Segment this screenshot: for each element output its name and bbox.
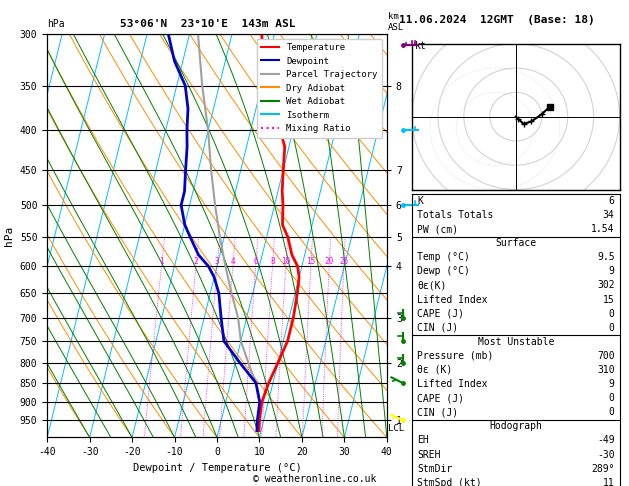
Text: LCL: LCL — [388, 424, 404, 434]
Text: StmDir: StmDir — [417, 464, 452, 474]
Text: 9.5: 9.5 — [597, 252, 615, 262]
Text: θε(K): θε(K) — [417, 280, 447, 291]
Text: 9: 9 — [609, 266, 615, 277]
Text: Dewp (°C): Dewp (°C) — [417, 266, 470, 277]
Text: 10: 10 — [281, 257, 291, 266]
Text: 0: 0 — [609, 393, 615, 403]
Text: Lifted Index: Lifted Index — [417, 295, 487, 305]
Text: Pressure (mb): Pressure (mb) — [417, 351, 493, 361]
Text: K: K — [417, 196, 423, 206]
Text: 310: 310 — [597, 365, 615, 375]
Text: 2: 2 — [194, 257, 198, 266]
Text: 8: 8 — [270, 257, 275, 266]
Text: 15: 15 — [603, 295, 615, 305]
Text: PW (cm): PW (cm) — [417, 224, 458, 234]
Text: 53°06'N  23°10'E  143m ASL: 53°06'N 23°10'E 143m ASL — [120, 19, 295, 29]
Text: -30: -30 — [597, 450, 615, 460]
Text: 6: 6 — [253, 257, 258, 266]
Text: © weatheronline.co.uk: © weatheronline.co.uk — [253, 473, 376, 484]
Text: hPa: hPa — [47, 19, 65, 29]
Text: 15: 15 — [306, 257, 316, 266]
Text: Most Unstable: Most Unstable — [477, 337, 554, 347]
Text: 6: 6 — [609, 196, 615, 206]
Y-axis label: hPa: hPa — [4, 226, 14, 246]
Text: SREH: SREH — [417, 450, 440, 460]
Text: 1.54: 1.54 — [591, 224, 615, 234]
Text: 9: 9 — [609, 379, 615, 389]
Text: 11.06.2024  12GMT  (Base: 18): 11.06.2024 12GMT (Base: 18) — [399, 15, 595, 25]
Text: 3: 3 — [215, 257, 220, 266]
Text: 289°: 289° — [591, 464, 615, 474]
Text: 0: 0 — [609, 309, 615, 319]
Text: km
ASL: km ASL — [388, 12, 404, 32]
Text: θε (K): θε (K) — [417, 365, 452, 375]
X-axis label: Dewpoint / Temperature (°C): Dewpoint / Temperature (°C) — [133, 463, 301, 473]
Text: CAPE (J): CAPE (J) — [417, 393, 464, 403]
Text: -49: -49 — [597, 435, 615, 446]
Text: 1: 1 — [159, 257, 164, 266]
Text: Temp (°C): Temp (°C) — [417, 252, 470, 262]
Text: Lifted Index: Lifted Index — [417, 379, 487, 389]
Text: kt: kt — [415, 41, 426, 51]
Text: 700: 700 — [597, 351, 615, 361]
Text: EH: EH — [417, 435, 429, 446]
Legend: Temperature, Dewpoint, Parcel Trajectory, Dry Adiobat, Wet Adiobat, Isotherm, Mi: Temperature, Dewpoint, Parcel Trajectory… — [257, 38, 382, 138]
Text: 20: 20 — [325, 257, 334, 266]
Text: Surface: Surface — [495, 238, 537, 248]
Text: 302: 302 — [597, 280, 615, 291]
Text: 34: 34 — [603, 210, 615, 220]
Text: CAPE (J): CAPE (J) — [417, 309, 464, 319]
Text: CIN (J): CIN (J) — [417, 407, 458, 417]
Text: 11: 11 — [603, 478, 615, 486]
Text: StmSpd (kt): StmSpd (kt) — [417, 478, 482, 486]
Text: 0: 0 — [609, 323, 615, 333]
Text: 25: 25 — [339, 257, 348, 266]
Text: Hodograph: Hodograph — [489, 421, 542, 432]
Text: 4: 4 — [230, 257, 235, 266]
Text: 0: 0 — [609, 407, 615, 417]
Text: Totals Totals: Totals Totals — [417, 210, 493, 220]
Text: CIN (J): CIN (J) — [417, 323, 458, 333]
